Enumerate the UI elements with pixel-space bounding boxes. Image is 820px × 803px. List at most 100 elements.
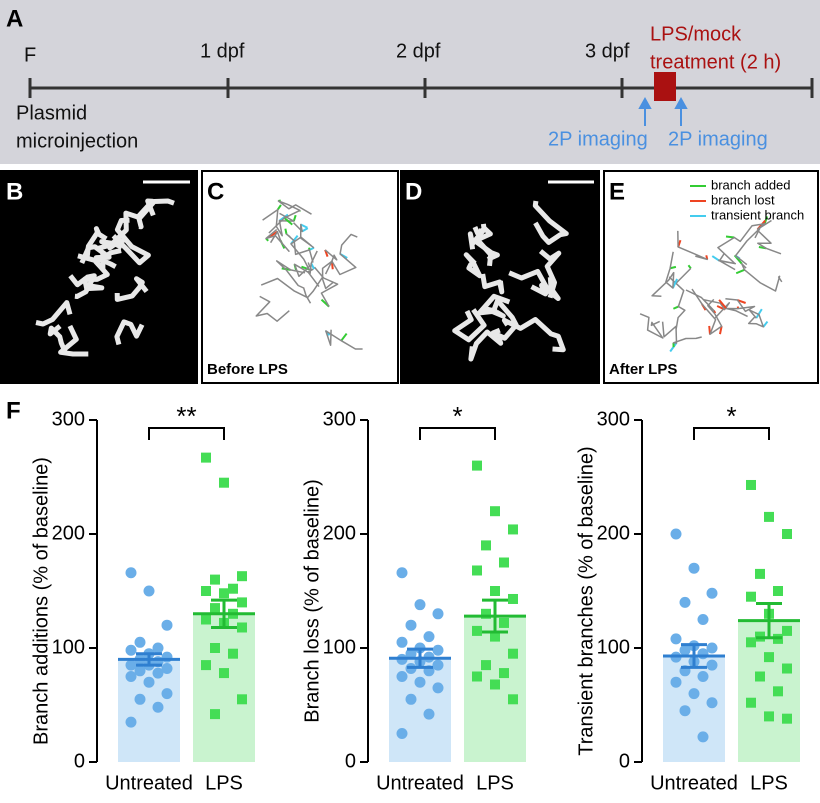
panel-label: E (609, 178, 625, 205)
branch-segment (755, 308, 763, 319)
panel-a-bg (0, 0, 820, 164)
significance-bracket (419, 427, 496, 440)
branch (68, 273, 97, 299)
data-point (773, 586, 783, 596)
branch (538, 249, 562, 299)
branch-segment (292, 214, 297, 222)
data-point (423, 708, 435, 720)
branch-segment (725, 235, 735, 239)
branch (110, 198, 175, 250)
branch (265, 229, 290, 252)
branch (639, 313, 664, 339)
x-tick-label: LPS (750, 772, 788, 794)
branch-segment (283, 217, 293, 226)
branch-segment (672, 305, 679, 310)
data-point (706, 697, 718, 709)
data-point (764, 652, 774, 663)
data-point (670, 633, 682, 645)
x-tick-label: LPS (205, 772, 243, 794)
data-point (697, 648, 709, 660)
x-tick-label: LPS (476, 772, 514, 794)
y-tick-label: 300 (597, 408, 630, 430)
y-axis-label: Branch additions (% of baseline) (30, 457, 52, 745)
branch (532, 200, 569, 245)
branch-segment (276, 204, 282, 211)
branch (474, 228, 494, 267)
data-point (746, 637, 756, 648)
branch (468, 329, 504, 362)
significance: * (726, 401, 736, 431)
y-tick-label: 200 (323, 522, 356, 544)
data-point (746, 697, 756, 708)
x-tick-label: Untreated (105, 772, 193, 794)
data-point (481, 660, 491, 671)
imaging-label: 2P imaging (668, 128, 768, 150)
data-point (508, 694, 518, 705)
data-point (472, 565, 482, 576)
tracing-e (603, 170, 819, 384)
data-point (746, 479, 756, 490)
data-point (706, 642, 718, 654)
data-point (161, 619, 173, 631)
data-point (201, 660, 211, 671)
data-point (706, 659, 718, 671)
branch (285, 233, 314, 263)
treatment-box (654, 72, 676, 101)
timeline-tick: 3 dpf (585, 40, 630, 62)
data-point (490, 631, 500, 642)
panel-label: D (405, 178, 422, 205)
y-tick-label: 200 (52, 522, 85, 544)
data-point (764, 711, 774, 722)
y-axis-label: Branch loss (% of baseline) (301, 479, 323, 722)
branch-segment (737, 299, 746, 304)
error-bar (118, 652, 180, 667)
data-point (773, 686, 783, 697)
legend-label: transient branch (711, 207, 804, 222)
imaging-arrows (638, 96, 688, 126)
data-point (134, 665, 146, 677)
branch (97, 237, 127, 251)
legend-label: branch added (711, 177, 791, 192)
imaging-label: 2P imaging (548, 128, 648, 150)
branch (255, 295, 290, 322)
data-point (396, 636, 408, 648)
significance: ** (176, 401, 196, 431)
data-point (237, 571, 247, 582)
branch-segment (300, 223, 308, 229)
y-tick-label: 0 (345, 750, 356, 772)
bar (193, 613, 255, 762)
data-point (472, 625, 482, 636)
data-point (508, 524, 518, 535)
branch (268, 200, 312, 234)
image-caption: Before LPS (207, 361, 288, 378)
data-point (161, 688, 173, 700)
data-point (697, 671, 709, 682)
data-point (201, 586, 211, 596)
y-axis-label: Transient branches (% of baseline) (575, 446, 597, 755)
timeline-start: F (24, 44, 36, 66)
branch (677, 230, 708, 261)
panel-label: A (6, 5, 23, 32)
data-point (764, 511, 774, 522)
data-point (237, 622, 247, 633)
data-point (490, 679, 500, 690)
data-point (670, 528, 682, 540)
data-point (396, 728, 408, 739)
branch (463, 252, 483, 279)
branch-segment (669, 342, 678, 353)
branch (262, 208, 295, 237)
data-point (508, 648, 518, 659)
branch (114, 319, 145, 346)
y-tick-label: 100 (323, 636, 356, 658)
data-point (697, 614, 709, 625)
data-point (210, 574, 220, 585)
branch (313, 266, 339, 307)
y-tick-label: 0 (619, 750, 630, 772)
branch-segment (735, 268, 745, 275)
data-point (134, 636, 146, 648)
branch (260, 277, 334, 299)
error-bar (738, 602, 800, 640)
y-tick-label: 0 (74, 750, 85, 772)
branch-segment (718, 325, 723, 335)
